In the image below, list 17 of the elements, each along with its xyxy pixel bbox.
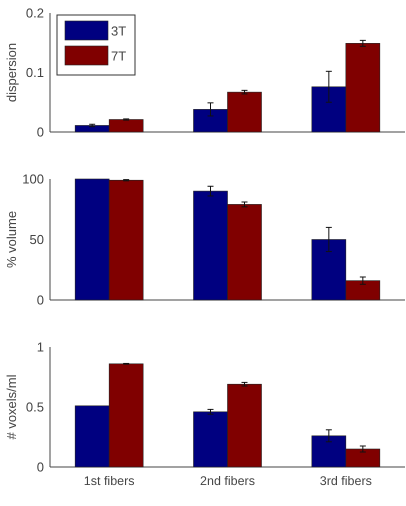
y-axis-title: # voxels/ml <box>4 374 19 440</box>
y-axis-title: % volume <box>4 210 19 268</box>
y-tick-label: 100 <box>22 172 44 187</box>
y-tick-label: 0 <box>36 460 44 475</box>
y-tick-label: 1 <box>36 340 44 355</box>
x-tick-label: 2nd fibers <box>200 474 255 488</box>
y-tick-label: 0 <box>36 292 44 308</box>
y-axis-title: dispersion <box>4 42 19 102</box>
y-tick-label: 50 <box>30 232 44 248</box>
legend-label: 7T <box>111 48 126 64</box>
x-tick-label: 3rd fibers <box>320 474 372 488</box>
y-tick-label: 0.2 <box>26 6 44 21</box>
y-tick-label: 0.1 <box>26 65 44 80</box>
x-tick-label: 1st fibers <box>84 474 135 488</box>
y-tick-label: 0 <box>36 124 44 140</box>
legend-label: 3T <box>111 24 126 39</box>
y-tick-label: 0.5 <box>26 400 44 415</box>
